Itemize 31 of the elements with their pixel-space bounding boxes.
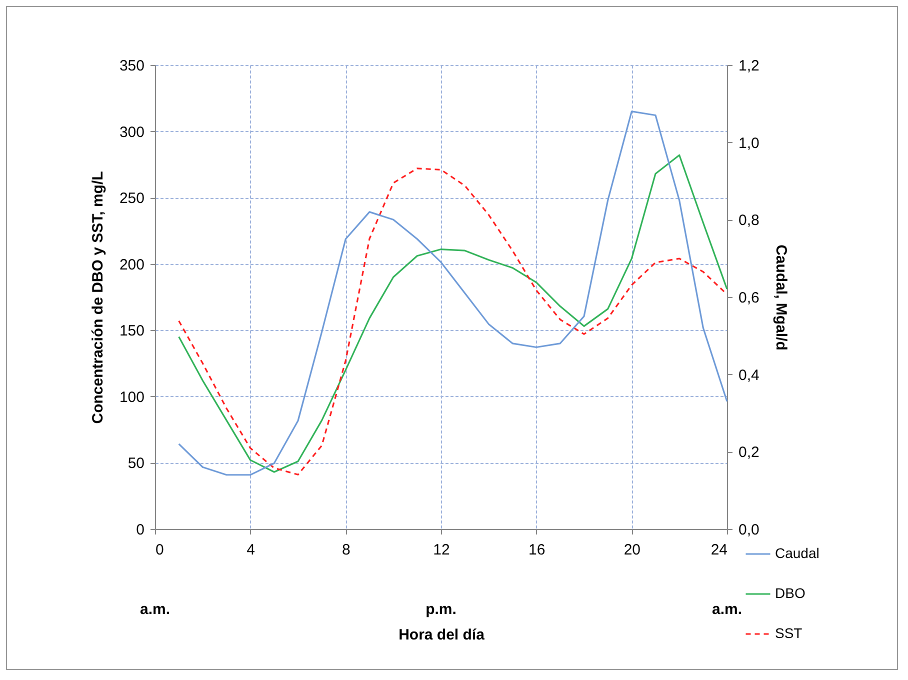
y-axis-title: Concentración de DBO y SST, mg/L: [89, 171, 106, 424]
legend-label: SST: [775, 625, 803, 641]
y2-tick-label: 1,2: [738, 58, 760, 74]
y2-tick-label: 0,2: [738, 444, 760, 462]
x-tick-label: 12: [433, 542, 450, 558]
x-tick-label: 0: [156, 542, 164, 558]
text: a.m.: [140, 601, 170, 618]
y2-tick-label: 0,6: [738, 290, 760, 306]
text: a.m.: [712, 601, 742, 618]
y-tick-label: 300: [119, 124, 144, 141]
x-tick-label: 24: [710, 542, 728, 558]
y-tick-label: 350: [119, 58, 144, 74]
y2-tick-label: 0,4: [738, 366, 760, 384]
y-tick-label: 0: [136, 522, 144, 538]
y-tick-label: 50: [128, 455, 144, 472]
x-tick-label: 4: [246, 542, 256, 558]
x-axis-title: Hora del día: [398, 626, 486, 644]
x-tick-label: 8: [342, 542, 350, 558]
x-tick-label: 20: [624, 542, 641, 558]
y2-tick-label: 1,0: [738, 134, 760, 152]
y-tick-label: 200: [119, 256, 144, 274]
y2-tick-label: 0,0: [738, 522, 760, 538]
x-tick-label: 16: [528, 542, 546, 558]
y2-tick-label: 0,8: [738, 212, 760, 230]
legend-label: Caudal: [775, 545, 820, 561]
text: p.m.: [426, 601, 456, 618]
y-tick-label: 150: [119, 322, 144, 340]
legend-label: DBO: [775, 585, 806, 601]
y-tick-label: 100: [119, 388, 144, 406]
y-tick-label: 250: [119, 190, 144, 208]
y2-axis-title: Caudal, Mgal/d: [772, 244, 790, 350]
